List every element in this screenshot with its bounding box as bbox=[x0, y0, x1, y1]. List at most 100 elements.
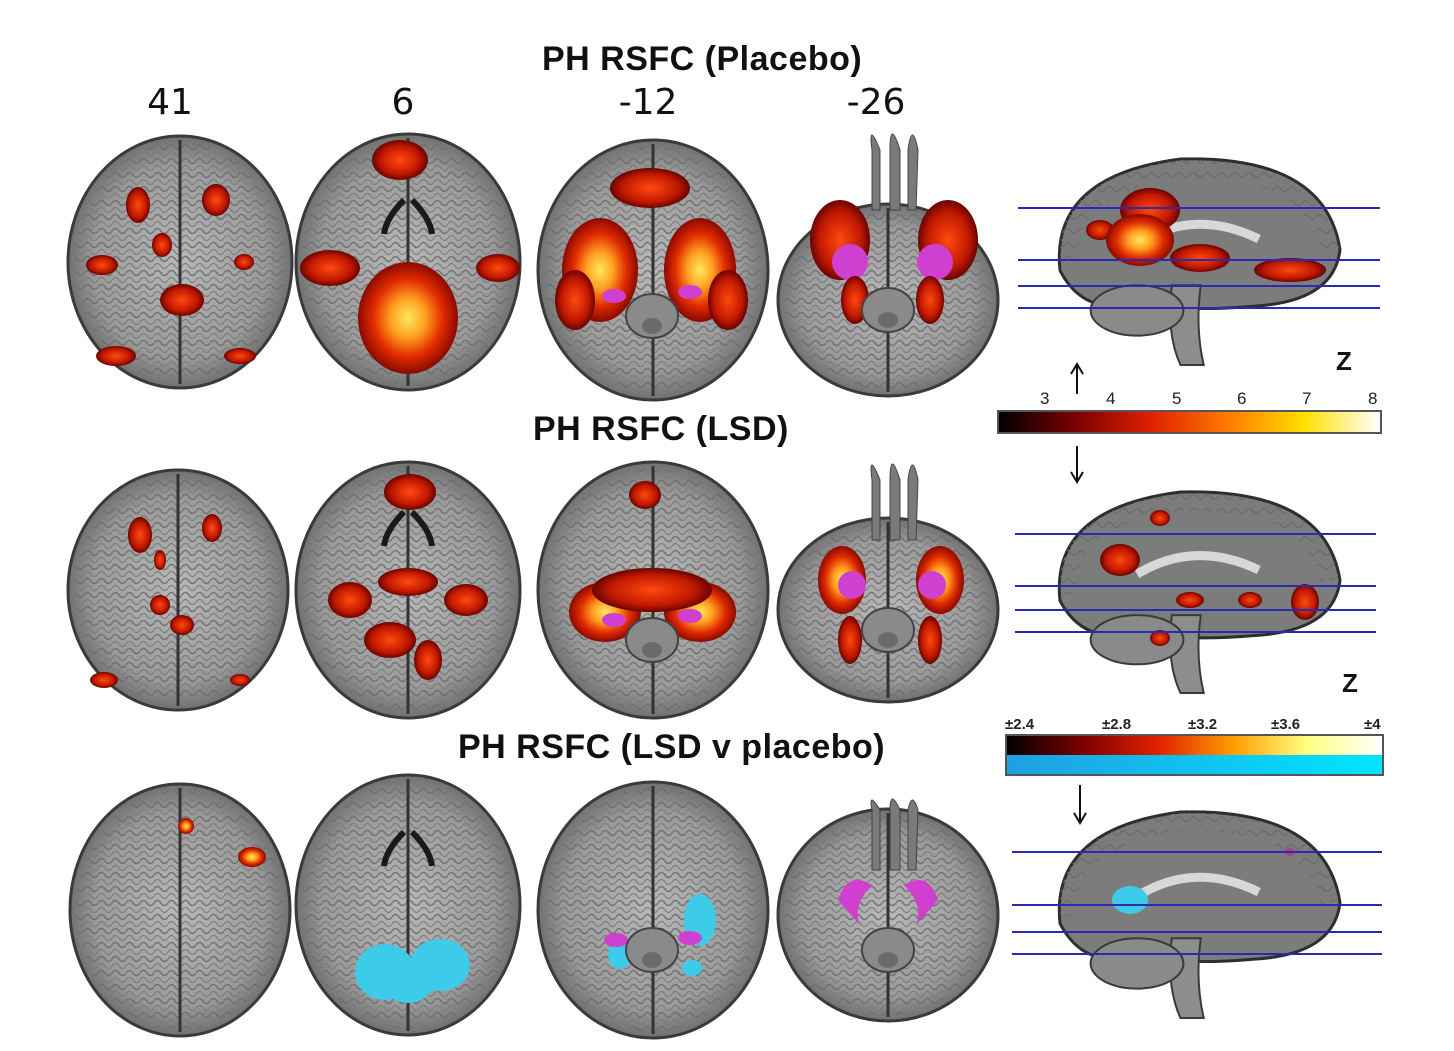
colorbar-positive-tick: 4 bbox=[1106, 389, 1116, 408]
activation bbox=[202, 514, 222, 542]
activation bbox=[128, 517, 152, 553]
row1-title: PH RSFC (Placebo) bbox=[542, 40, 863, 78]
activation bbox=[372, 140, 428, 180]
seed-roi bbox=[838, 571, 866, 599]
activation bbox=[1291, 584, 1319, 620]
colorbar-positive-tick: 7 bbox=[1302, 389, 1312, 408]
cerebellum bbox=[1089, 937, 1185, 990]
activation bbox=[838, 616, 862, 664]
sagittal-gyri bbox=[1060, 492, 1339, 596]
activation bbox=[592, 568, 712, 612]
seed-roi bbox=[602, 289, 626, 303]
arrow-head bbox=[1073, 812, 1087, 825]
corpus-callosum bbox=[1134, 872, 1261, 901]
row1-slice-41 bbox=[66, 134, 294, 390]
activation bbox=[126, 187, 150, 223]
row3-slice-minus26 bbox=[776, 798, 1000, 1023]
seed-roi bbox=[832, 244, 868, 280]
activation bbox=[170, 615, 194, 635]
row3-title: PH RSFC (LSD v placebo) bbox=[458, 728, 886, 766]
arrow-head bbox=[1070, 471, 1084, 484]
seed-roi bbox=[604, 933, 628, 947]
fourth-ventricle bbox=[642, 952, 662, 968]
colorbar-positive-tick: 6 bbox=[1237, 389, 1247, 408]
seed-roi bbox=[678, 609, 702, 623]
activation bbox=[300, 250, 360, 286]
row2-slice-minus12 bbox=[536, 460, 770, 720]
colorbar-difference bbox=[1005, 734, 1384, 776]
seed-roi bbox=[904, 880, 938, 925]
row2-sagittal bbox=[1057, 490, 1342, 694]
fourth-ventricle bbox=[642, 642, 662, 658]
activation bbox=[224, 348, 256, 364]
activation bbox=[555, 270, 595, 330]
activation bbox=[444, 584, 488, 616]
activation bbox=[238, 847, 266, 867]
fourth-ventricle bbox=[642, 318, 662, 334]
frontal-lobes bbox=[870, 463, 919, 541]
pons bbox=[861, 607, 915, 653]
row1-slice-6 bbox=[294, 132, 522, 392]
row3-slice-6 bbox=[294, 773, 522, 1037]
row1-slice-minus12 bbox=[536, 138, 770, 402]
colorbar-difference-tick: ±3.2 bbox=[1188, 716, 1218, 733]
activation bbox=[1100, 544, 1140, 576]
activation bbox=[96, 346, 136, 366]
activation bbox=[1150, 630, 1170, 646]
activation bbox=[358, 262, 458, 374]
row2-slice-41 bbox=[66, 468, 290, 712]
negative-cluster bbox=[1112, 886, 1148, 914]
fourth-ventricle bbox=[878, 952, 898, 968]
pons bbox=[861, 927, 915, 973]
activation bbox=[202, 184, 230, 216]
row3-slice-minus12 bbox=[536, 780, 770, 1040]
slice-label-1: 41 bbox=[147, 82, 193, 123]
activation bbox=[90, 672, 118, 688]
colorbar-positive-gradient bbox=[999, 412, 1380, 432]
slice-label-2: 6 bbox=[391, 82, 415, 123]
activation bbox=[1176, 592, 1204, 608]
fourth-ventricle bbox=[878, 632, 898, 648]
colorbar-cool-gradient bbox=[1007, 755, 1382, 774]
activation bbox=[1106, 214, 1174, 266]
row1-slice-minus26 bbox=[776, 133, 1000, 398]
ventricles bbox=[381, 829, 435, 867]
activation bbox=[328, 582, 372, 618]
row2-slice-6 bbox=[294, 460, 522, 720]
activation bbox=[918, 616, 942, 664]
sagittal-gyri bbox=[1060, 812, 1339, 919]
corpus-callosum bbox=[1134, 551, 1261, 578]
colorbar-positive-tick: 5 bbox=[1172, 389, 1182, 408]
activation bbox=[160, 284, 204, 316]
seed-roi bbox=[918, 571, 946, 599]
colorbar-difference-tick: ±2.8 bbox=[1102, 716, 1132, 733]
activation bbox=[384, 474, 436, 510]
slice-label-3: -12 bbox=[618, 82, 678, 123]
z-label-2: Z bbox=[1342, 668, 1358, 698]
activation bbox=[1170, 244, 1230, 272]
pons bbox=[625, 617, 679, 663]
z-label-1: Z bbox=[1336, 346, 1352, 376]
row3-sagittal bbox=[1057, 810, 1342, 1019]
negative-cluster bbox=[384, 967, 432, 1003]
fourth-ventricle bbox=[878, 312, 898, 328]
ventricles bbox=[381, 509, 435, 547]
arrow-head bbox=[1070, 362, 1084, 375]
colorbar-difference-tick: ±3.6 bbox=[1271, 716, 1301, 733]
negative-cluster bbox=[682, 960, 702, 976]
row1-sagittal bbox=[1057, 157, 1342, 366]
colorbar-difference-tick: ±2.4 bbox=[1005, 716, 1035, 733]
activation bbox=[152, 233, 172, 257]
colorbar-positive-tick: 3 bbox=[1040, 389, 1050, 408]
ventricles bbox=[381, 197, 435, 235]
activation bbox=[708, 270, 748, 330]
activation bbox=[234, 254, 254, 270]
activation bbox=[86, 255, 118, 275]
activation bbox=[916, 276, 944, 324]
activation bbox=[629, 481, 661, 509]
row2-slice-minus26 bbox=[776, 463, 1000, 704]
activation bbox=[1254, 258, 1326, 282]
activation bbox=[178, 818, 194, 834]
activation bbox=[1238, 592, 1262, 608]
